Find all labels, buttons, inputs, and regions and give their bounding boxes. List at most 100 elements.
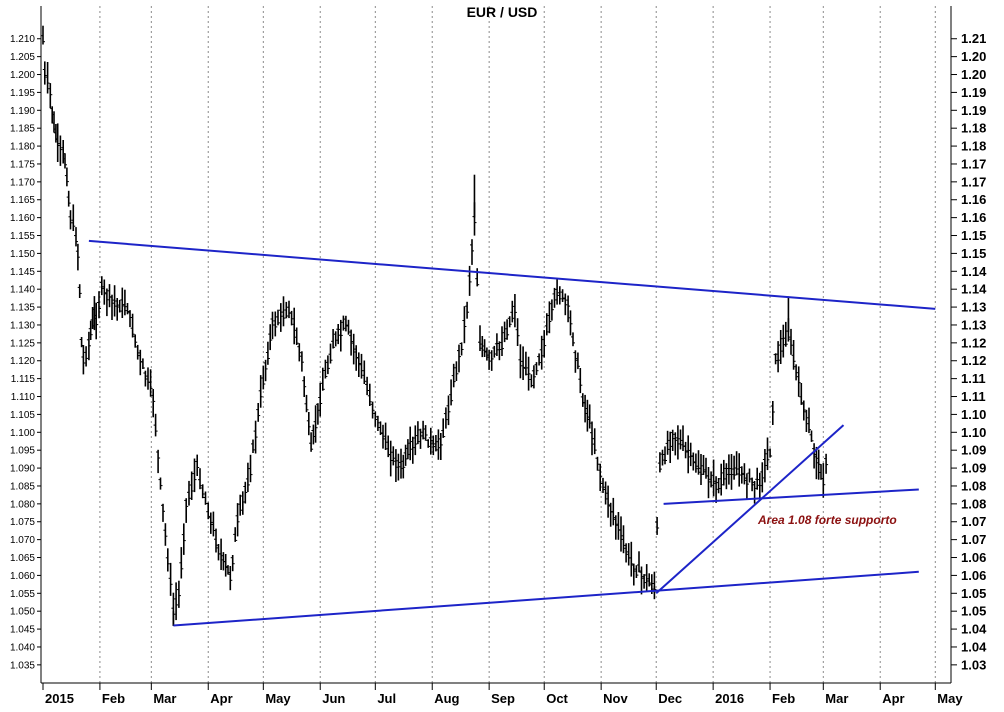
y-tick-label-left: 1.145 <box>10 267 35 278</box>
x-tick-label: May <box>265 691 291 706</box>
y-tick-label-left: 1.095 <box>10 446 35 457</box>
axis-layer: 2015 Feb Mar Apr May Jun Jul Aug Sep Oct Nov Dec 201… <box>10 6 987 706</box>
y-tick-label-right: 1.18 <box>961 139 986 154</box>
y-tick-label-right: 1.17 <box>961 174 986 189</box>
y-tick-label-left: 1.175 <box>10 159 35 170</box>
y-tick-label-left: 1.070 <box>10 535 35 546</box>
x-tick-label: Jul <box>377 691 396 706</box>
y-tick-label-left: 1.035 <box>10 660 35 671</box>
y-tick-label-left: 1.170 <box>10 177 35 188</box>
y-tick-label-left: 1.105 <box>10 410 35 421</box>
y-tick-label-right: 1.07 <box>961 532 986 547</box>
y-tick-label-left: 1.190 <box>10 106 35 117</box>
x-tick-label: Apr <box>210 691 232 706</box>
x-tick-label: Mar <box>153 691 176 706</box>
y-tick-label-left: 1.165 <box>10 195 35 206</box>
x-tick-label: Feb <box>772 691 795 706</box>
y-tick-label-left: 1.060 <box>10 571 35 582</box>
y-tick-label-right: 1.17 <box>961 156 986 171</box>
y-tick-label-right: 1.08 <box>961 496 986 511</box>
y-tick-label-right: 1.06 <box>961 568 986 583</box>
trendline <box>173 570 919 627</box>
y-tick-label-right: 1.19 <box>961 85 986 100</box>
y-tick-label-left: 1.140 <box>10 285 35 296</box>
y-tick-label-left: 1.185 <box>10 124 35 135</box>
y-tick-label-left: 1.110 <box>11 392 36 403</box>
x-tick-label: Nov <box>603 691 628 706</box>
y-tick-label-right: 1.11 <box>961 371 986 386</box>
y-tick-label-left: 1.055 <box>10 589 35 600</box>
y-tick-label-right: 1.09 <box>961 461 986 476</box>
y-tick-label-right: 1.18 <box>961 121 986 136</box>
y-tick-label-right: 1.14 <box>961 282 987 297</box>
y-tick-label-right: 1.11 <box>961 389 986 404</box>
y-tick-label-right: 1.14 <box>961 264 987 279</box>
y-tick-label-right: 1.05 <box>961 604 986 619</box>
y-tick-label-left: 1.135 <box>10 303 35 314</box>
y-tick-label-left: 1.205 <box>10 52 35 63</box>
y-tick-label-right: 1.10 <box>961 425 986 440</box>
y-tick-label-right: 1.10 <box>961 407 986 422</box>
y-tick-label-left: 1.150 <box>10 249 35 260</box>
bars-layer <box>41 25 829 626</box>
x-tick-label: Apr <box>882 691 904 706</box>
y-tick-label-right: 1.09 <box>961 443 986 458</box>
y-tick-label-left: 1.065 <box>10 553 35 564</box>
y-tick-label-left: 1.155 <box>10 231 35 242</box>
y-tick-label-right: 1.20 <box>961 67 986 82</box>
annotation-text: Area 1.08 forte supporto <box>757 513 897 527</box>
y-tick-label-right: 1.05 <box>961 586 986 601</box>
x-tick-label: Sep <box>491 691 515 706</box>
trendline <box>663 488 919 505</box>
x-tick-label: May <box>937 691 963 706</box>
y-tick-label-left: 1.120 <box>10 356 35 367</box>
y-tick-label-right: 1.15 <box>961 228 986 243</box>
y-tick-label-left: 1.050 <box>10 607 35 618</box>
y-tick-label-left: 1.100 <box>10 428 35 439</box>
y-tick-label-right: 1.04 <box>961 622 987 637</box>
y-tick-label-right: 1.16 <box>961 192 986 207</box>
y-tick-label-right: 1.21 <box>961 31 986 46</box>
y-tick-label-right: 1.13 <box>961 317 986 332</box>
y-tick-label-right: 1.16 <box>961 210 986 225</box>
y-tick-label-right: 1.15 <box>961 246 986 261</box>
y-tick-label-left: 1.045 <box>10 625 35 636</box>
y-tick-label-left: 1.160 <box>10 213 35 224</box>
y-tick-label-left: 1.210 <box>10 34 35 45</box>
y-tick-label-right: 1.03 <box>961 657 986 672</box>
y-tick-label-right: 1.12 <box>961 335 986 350</box>
y-tick-label-right: 1.06 <box>961 550 986 565</box>
y-tick-label-left: 1.195 <box>10 88 35 99</box>
trendline <box>655 424 845 595</box>
y-tick-label-right: 1.08 <box>961 478 986 493</box>
x-tick-label: 2016 <box>715 691 744 706</box>
y-tick-label-left: 1.125 <box>10 338 35 349</box>
y-tick-label-right: 1.13 <box>961 300 986 315</box>
x-tick-label: Aug <box>434 691 459 706</box>
y-tick-label-right: 1.07 <box>961 514 986 529</box>
y-tick-label-left: 1.130 <box>10 320 35 331</box>
y-tick-label-left: 1.115 <box>11 374 36 385</box>
x-tick-label: Feb <box>102 691 125 706</box>
chart-title: EUR / USD <box>467 4 538 20</box>
x-tick-label: 2015 <box>45 691 74 706</box>
y-tick-label-left: 1.090 <box>10 464 35 475</box>
y-tick-label-right: 1.20 <box>961 49 986 64</box>
y-tick-label-left: 1.040 <box>10 642 35 653</box>
y-tick-label-right: 1.04 <box>961 639 987 654</box>
trendline-layer <box>88 239 936 627</box>
y-tick-label-left: 1.080 <box>10 499 35 510</box>
x-tick-label: Mar <box>825 691 848 706</box>
x-tick-label: Dec <box>658 691 682 706</box>
y-tick-label-left: 1.200 <box>10 70 35 81</box>
y-tick-label-left: 1.075 <box>10 517 35 528</box>
x-tick-label: Oct <box>546 691 568 706</box>
y-tick-label-right: 1.19 <box>961 103 986 118</box>
x-tick-label: Jun <box>322 691 345 706</box>
y-tick-label-right: 1.12 <box>961 353 986 368</box>
trendline <box>88 239 936 310</box>
y-tick-label-left: 1.085 <box>10 481 35 492</box>
y-tick-label-left: 1.180 <box>10 142 35 153</box>
